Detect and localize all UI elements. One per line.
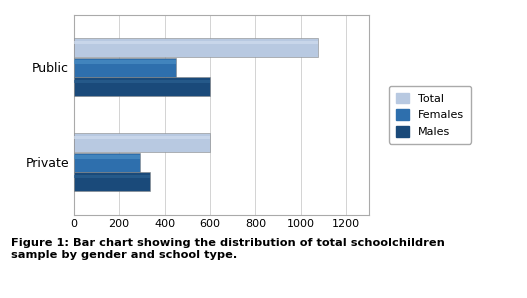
Bar [74, 80, 210, 83]
Bar [74, 175, 150, 178]
Bar [74, 155, 140, 159]
Bar [74, 133, 210, 152]
Bar [74, 60, 176, 63]
Bar [74, 77, 210, 96]
Bar [74, 172, 150, 191]
Bar [74, 58, 176, 77]
Legend: Total, Females, Males: Total, Females, Males [389, 86, 471, 144]
Bar [74, 153, 140, 172]
Text: Figure 1: Bar chart showing the distribution of total schoolchildren
sample by g: Figure 1: Bar chart showing the distribu… [11, 238, 444, 260]
Bar [74, 38, 318, 57]
Bar [74, 136, 210, 139]
Bar [74, 41, 318, 44]
